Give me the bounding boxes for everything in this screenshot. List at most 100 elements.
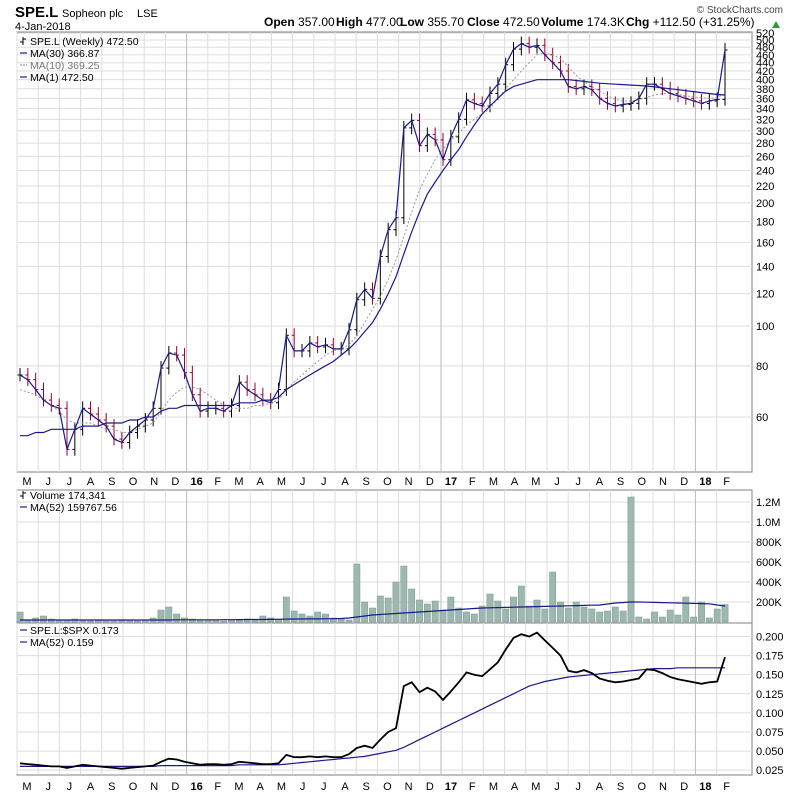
x-axis-top: M J J A S O N D 16 F M A M J J A S O N D 17 F M A M J J A S O N D 18 F — [22, 476, 730, 488]
x-axis-label: S — [108, 476, 115, 488]
ratio-tick-label: 0.200 — [756, 631, 784, 643]
legend-label: SPE.L (Weekly) 472.50 — [30, 36, 139, 48]
volume-bar — [322, 613, 329, 623]
x-axis-label: M — [22, 476, 31, 488]
price-tick-label: 260 — [756, 151, 774, 163]
x-axis-label: J — [575, 476, 581, 488]
x-axis-label: F — [214, 476, 221, 488]
ma10-line — [19, 52, 726, 433]
volume-bar — [690, 616, 698, 623]
ratio-panel: 0.200 0.175 0.150 0.125 0.100 0.075 0.050 0.025… — [16, 622, 784, 777]
volume-y-axis: 1.2M 1.0M 800K 600K 400K 200K — [756, 497, 782, 609]
x-axis-label: M — [489, 781, 498, 793]
volume-bar — [298, 613, 306, 623]
x-axis-label: J — [554, 476, 560, 488]
volume-bar — [455, 607, 463, 623]
volume-bar — [596, 611, 604, 623]
x-axis-label: F — [469, 476, 476, 488]
ratio-y-axis: 0.200 0.175 0.150 0.125 0.100 0.075 0.050 0.025 — [756, 631, 784, 777]
x-axis-label: J — [67, 781, 73, 793]
x-axis-label: N — [150, 781, 158, 793]
price-tick-label: 160 — [756, 238, 774, 250]
x-axis-label: A — [596, 781, 604, 793]
volume-bar — [314, 611, 322, 623]
x-axis-label: D — [171, 781, 179, 793]
x-axis-label: A — [511, 476, 519, 488]
x-axis-label: J — [67, 476, 73, 488]
x-axis-label: N — [405, 781, 413, 793]
volume-bar — [619, 610, 627, 623]
price-tick-label: 220 — [756, 181, 774, 193]
x-axis-label: A — [341, 476, 349, 488]
x-axis-label: O — [638, 781, 647, 793]
volume-bar — [604, 610, 611, 623]
ma30-line — [20, 79, 726, 437]
volume-bar — [674, 614, 682, 623]
ratio-tick-label: 0.050 — [756, 746, 784, 758]
quote-open: Open 357.00 — [264, 15, 335, 29]
price-tick-label: 340 — [756, 104, 774, 116]
volume-bar — [337, 618, 345, 623]
volume-bar — [400, 565, 408, 623]
price-tick-label: 80 — [756, 361, 768, 373]
x-axis-label: J — [575, 781, 581, 793]
price-tick-label: 500 — [756, 35, 774, 47]
volume-bar — [290, 610, 298, 623]
volume-bar — [165, 606, 173, 623]
volume-bar — [588, 608, 596, 623]
up-triangle-icon — [772, 21, 780, 28]
price-tick-label: 320 — [756, 114, 774, 126]
x-axis-label: O — [383, 476, 392, 488]
volume-bar — [416, 599, 423, 623]
price-tick-label: 60 — [756, 412, 768, 424]
volume-bar — [134, 620, 141, 623]
quote-date: 4-Jan-2018 — [15, 21, 71, 33]
x-axis-label: O — [129, 476, 138, 488]
volume-bar — [713, 608, 721, 623]
x-axis-label: D — [680, 476, 688, 488]
volume-tick-label: 1.0M — [756, 517, 780, 529]
x-axis-label: J — [45, 781, 51, 793]
legend-label: Volume 174,341 — [30, 490, 106, 502]
ratio-tick-label: 0.150 — [756, 670, 784, 682]
volume-bar — [423, 603, 431, 623]
volume-tick-label: 600K — [756, 557, 782, 569]
price-tick-label: 280 — [756, 138, 774, 150]
quote-chg: Chg +112.50 (+31.25%) — [626, 15, 755, 29]
volume-bar — [16, 611, 24, 623]
price-panel-frame — [16, 31, 753, 473]
brand-watermark: © StockCharts.com — [697, 5, 783, 16]
volume-bar — [627, 496, 635, 623]
price-tick-label: 300 — [756, 126, 774, 138]
x-axis-label: M — [22, 781, 31, 793]
ratio-tick-label: 0.025 — [756, 765, 784, 777]
volume-bar — [40, 615, 47, 623]
ratio-grid — [16, 623, 752, 774]
volume-bar — [580, 606, 588, 623]
x-axis-label: N — [659, 781, 667, 793]
ratio-tick-label: 0.075 — [756, 727, 784, 739]
volume-bar — [384, 597, 392, 623]
volume-bar — [666, 609, 674, 623]
x-axis-label: S — [617, 476, 624, 488]
volume-bar — [721, 604, 729, 623]
x-axis-label: A — [87, 476, 95, 488]
x-axis-label: F — [723, 476, 730, 488]
x-axis-label: M — [489, 476, 498, 488]
price-tick-label: 380 — [756, 84, 774, 96]
x-axis-label: D — [680, 781, 688, 793]
price-y-axis: 5205004804604404204003803603403203002802… — [756, 28, 774, 424]
price-tick-label: 360 — [756, 93, 774, 105]
x-axis-label: J — [321, 476, 327, 488]
x-axis-label: A — [257, 781, 265, 793]
volume-bar — [549, 571, 557, 623]
legend-label: MA(10) 369.25 — [30, 60, 100, 72]
volume-marks — [16, 496, 729, 623]
price-panel: 5205004804604404204003803603403203002802… — [16, 28, 774, 473]
x-axis-label: A — [341, 781, 349, 793]
volume-bar — [517, 585, 525, 623]
volume-tick-label: 800K — [756, 537, 782, 549]
volume-bar — [110, 620, 118, 623]
price-tick-label: 440 — [756, 58, 774, 70]
